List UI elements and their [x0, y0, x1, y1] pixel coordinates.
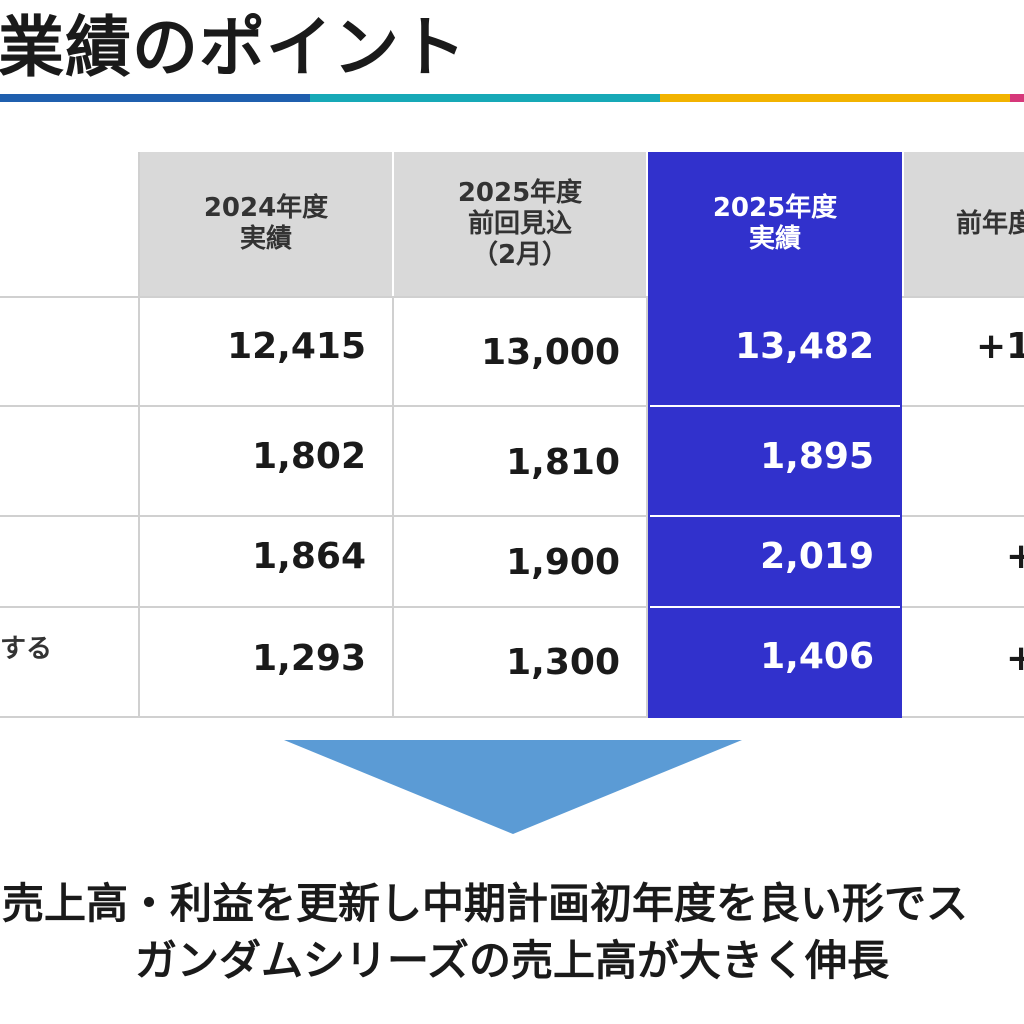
- title-rule-pink: [1010, 94, 1024, 102]
- table-cell: +: [1006, 536, 1024, 577]
- table-cell: 1,406: [760, 636, 874, 677]
- grid-vline: [646, 296, 648, 718]
- summary-line-2: ガンダムシリーズの売上高が大きく伸長: [135, 936, 889, 985]
- grid-hline: [0, 716, 648, 718]
- grid-hline: [650, 606, 900, 608]
- table-cell: 1,895: [760, 436, 874, 477]
- title-rule-blue: [0, 94, 310, 102]
- grid-hline: [902, 515, 1024, 517]
- grid-hline: [902, 716, 1024, 718]
- row-label: する: [0, 634, 53, 664]
- table-cell: 1,864: [252, 536, 366, 577]
- grid-hline: [0, 405, 648, 407]
- grid-hline: [650, 405, 900, 407]
- grid-hline: [902, 606, 1024, 608]
- table-cell: 1,300: [506, 642, 620, 683]
- table-cell: 1,900: [506, 542, 620, 583]
- header-fy2024-actual: 2024年度 実績: [140, 152, 392, 296]
- page-title: 業績のポイント: [0, 9, 467, 86]
- header-fy2025-actual: 2025年度 実績: [648, 152, 902, 296]
- table-cell: 13,000: [481, 332, 620, 373]
- header-fy2025-forecast: 2025年度 前回見込 （2月）: [394, 152, 646, 296]
- summary-line-1: 高売上高・利益を更新し中期計画初年度を良い形でス: [0, 879, 969, 928]
- table-cell: 12,415: [227, 326, 366, 367]
- table-cell: 1,810: [506, 442, 620, 483]
- table-cell: 2,019: [760, 536, 874, 577]
- title-rule-yellow: [660, 94, 1010, 102]
- grid-vline: [392, 296, 394, 718]
- table-cell: +1,: [976, 326, 1024, 367]
- grid-hline: [0, 606, 648, 608]
- down-arrow-icon: [284, 740, 742, 834]
- table-cell: 13,482: [735, 326, 874, 367]
- grid-hline: [0, 515, 648, 517]
- table-cell: 1,293: [252, 638, 366, 679]
- grid-hline: [902, 405, 1024, 407]
- grid-hline: [650, 515, 900, 517]
- table-cell: +: [1006, 638, 1024, 679]
- grid-hline: [902, 296, 1024, 298]
- grid-hline: [0, 296, 648, 298]
- table-cell: 1,802: [252, 436, 366, 477]
- header-yoy: 前年度: [904, 152, 1024, 296]
- grid-vline: [138, 152, 140, 718]
- title-rule-teal: [310, 94, 660, 102]
